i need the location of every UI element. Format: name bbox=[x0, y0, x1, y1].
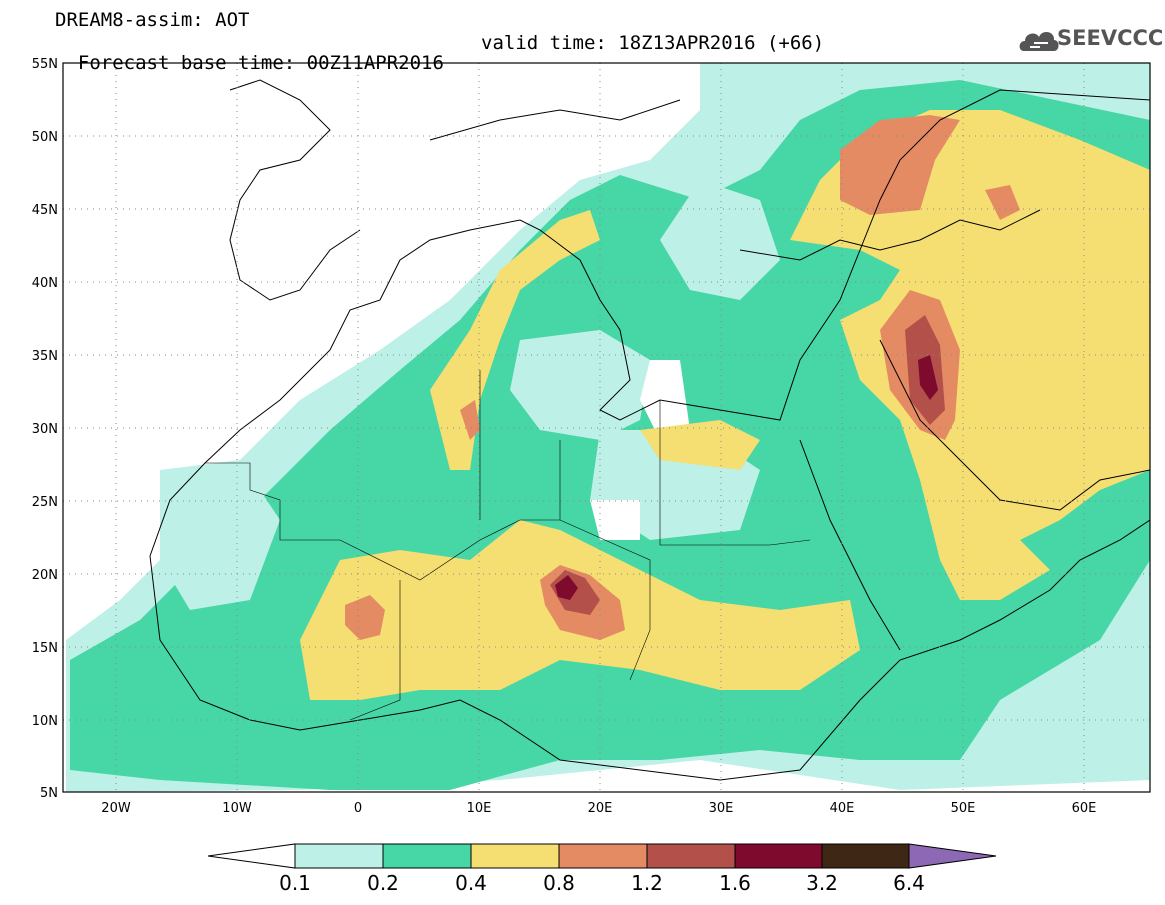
colorbar-segment bbox=[821, 843, 910, 869]
country-borders bbox=[205, 370, 811, 721]
lon-label: 40E bbox=[830, 801, 855, 816]
lat-label: 40N bbox=[32, 276, 58, 291]
colorbar-segment bbox=[646, 843, 736, 869]
colorbar-label: 0.8 bbox=[543, 871, 575, 895]
chart-title: DREAM8-assim: AOT bbox=[55, 9, 250, 31]
colorbar-under-triangle bbox=[207, 843, 296, 869]
lat-label: 25N bbox=[32, 495, 58, 510]
lat-label: 15N bbox=[32, 641, 58, 656]
lon-label: 50E bbox=[951, 801, 976, 816]
lat-axis: 55N 50N 45N 40N 35N 30N 25N 20N 15N 10N … bbox=[32, 57, 58, 801]
lat-label: 5N bbox=[40, 786, 58, 801]
lon-label: 30E bbox=[709, 801, 734, 816]
colorbar bbox=[207, 843, 997, 869]
colorbar-label: 0.2 bbox=[367, 871, 399, 895]
colorbar-label: 6.4 bbox=[893, 871, 925, 895]
lat-label: 50N bbox=[32, 130, 58, 145]
colorbar-label: 1.6 bbox=[719, 871, 751, 895]
logo-text: SEEVCCC bbox=[1057, 26, 1164, 50]
lon-label: 10W bbox=[222, 801, 252, 816]
colorbar-over-triangle bbox=[908, 843, 997, 869]
colorbar-segment bbox=[470, 843, 560, 869]
colorbar-segment bbox=[294, 843, 384, 869]
lon-label: 10E bbox=[467, 801, 492, 816]
colorbar-segment bbox=[558, 843, 648, 869]
lat-label: 20N bbox=[32, 568, 58, 583]
lon-label: 20E bbox=[588, 801, 613, 816]
aot-level-0.8 bbox=[345, 595, 385, 640]
map-frame bbox=[62, 62, 1151, 793]
lat-label: 35N bbox=[32, 349, 58, 364]
aot-level-1.6 bbox=[555, 575, 578, 600]
lon-label: 0 bbox=[354, 801, 362, 816]
lat-label: 45N bbox=[32, 203, 58, 218]
colorbar-segment bbox=[734, 843, 823, 869]
valid-time-label: valid time: 18Z13APR2016 (+66) bbox=[481, 32, 825, 54]
lat-label: 30N bbox=[32, 422, 58, 437]
colorbar-label: 3.2 bbox=[806, 871, 838, 895]
lat-label: 10N bbox=[32, 714, 58, 729]
cloud-icon bbox=[1019, 31, 1059, 51]
lon-axis: 20W 10W 0 10E 20E 30E 40E 50E 60E bbox=[101, 801, 1096, 816]
lon-label: 20W bbox=[101, 801, 131, 816]
aot-contour-field bbox=[66, 63, 1150, 792]
coastlines bbox=[149, 79, 1150, 781]
colorbar-label: 1.2 bbox=[631, 871, 663, 895]
lat-label: 55N bbox=[32, 57, 58, 72]
colorbar-segment bbox=[382, 843, 472, 869]
colorbar-label: 0.1 bbox=[279, 871, 311, 895]
colorbar-label: 0.4 bbox=[455, 871, 487, 895]
lon-label: 60E bbox=[1072, 801, 1097, 816]
